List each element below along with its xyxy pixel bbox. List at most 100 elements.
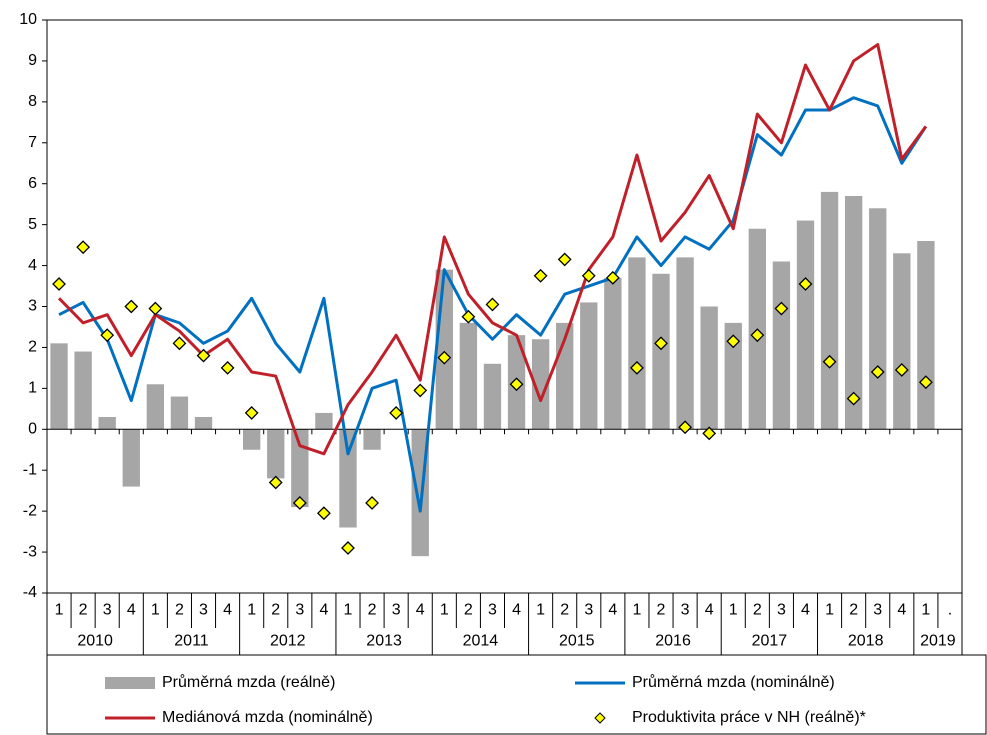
x-tick-label: 4 <box>608 602 617 619</box>
marker <box>124 299 139 314</box>
marker <box>389 405 404 420</box>
bar <box>363 429 381 450</box>
x-tick-label: 1 <box>247 602 256 619</box>
marker <box>557 252 572 267</box>
bar <box>531 339 550 430</box>
x-tick-label: 1 <box>55 602 64 619</box>
x-tick-label: 4 <box>512 602 521 619</box>
marker <box>292 496 307 510</box>
year-label: 2017 <box>752 633 788 650</box>
bar <box>580 302 598 430</box>
x-tick-label: 4 <box>319 602 328 619</box>
bar <box>844 195 863 430</box>
marker <box>654 336 668 351</box>
x-tick-label: 1 <box>729 602 738 619</box>
x-tick-label: 4 <box>705 602 714 619</box>
bar <box>869 208 887 430</box>
bar <box>724 322 742 430</box>
year-label: 2013 <box>366 633 402 650</box>
bar <box>483 363 502 430</box>
y-tick-label: 8 <box>28 93 37 110</box>
marker <box>509 377 524 392</box>
x-tick-label: 1 <box>344 602 353 619</box>
bar <box>267 429 285 479</box>
year-label: 2019 <box>920 633 956 650</box>
y-tick-label: 3 <box>28 298 37 315</box>
x-tick-label: 4 <box>801 602 810 619</box>
x-tick-label: 3 <box>488 602 497 619</box>
x-tick-label: 2 <box>79 602 88 619</box>
marker <box>413 383 428 398</box>
bar <box>772 261 791 430</box>
bar <box>74 351 92 430</box>
marker <box>172 336 187 351</box>
bar <box>652 273 670 430</box>
y-tick-label: 2 <box>28 339 37 356</box>
y-tick-label: 7 <box>28 134 37 151</box>
x-tick-label: 2 <box>464 602 473 619</box>
year-label: 2012 <box>270 633 306 650</box>
marker <box>533 268 548 283</box>
marker <box>702 426 717 441</box>
year-label: 2010 <box>77 633 113 650</box>
bar <box>315 412 333 430</box>
year-label: 2011 <box>174 633 209 650</box>
marker <box>52 277 66 291</box>
bar <box>604 277 622 430</box>
line <box>58 96 928 513</box>
marker <box>196 348 211 363</box>
marker <box>798 277 813 291</box>
y-tick-label: -2 <box>23 502 37 519</box>
marker <box>750 328 765 343</box>
y-tick-label: 6 <box>28 175 37 192</box>
x-tick-label: 4 <box>223 602 232 619</box>
bar <box>194 417 213 430</box>
marker <box>76 240 91 255</box>
y-tick-label: 9 <box>28 52 37 69</box>
bar <box>820 191 839 430</box>
marker <box>581 268 596 283</box>
legend-label: Produktivita práce v NH (reálně)* <box>632 709 866 726</box>
bar <box>98 417 116 430</box>
marker <box>220 360 235 375</box>
marker <box>100 328 115 343</box>
x-tick-label: 3 <box>295 602 304 619</box>
legend-label: Průměrná mzda (reálně) <box>162 673 335 691</box>
marker <box>894 363 909 377</box>
x-tick-label: 1 <box>632 602 641 619</box>
marker <box>918 375 933 390</box>
x-tick-label: 1 <box>536 602 545 619</box>
x-tick-label: 4 <box>127 602 136 619</box>
y-tick-label: 1 <box>28 380 37 397</box>
marker <box>316 506 331 521</box>
bar <box>796 220 815 430</box>
bar <box>893 253 911 430</box>
x-tick-label: 1 <box>825 602 834 619</box>
y-tick-label: 4 <box>28 257 37 274</box>
bar <box>122 429 140 487</box>
x-tick-label: 3 <box>199 602 208 619</box>
bar <box>339 429 357 528</box>
y-tick-label: 0 <box>28 421 37 438</box>
bar <box>676 257 694 430</box>
bar <box>628 257 646 430</box>
y-tick-label: 5 <box>28 216 37 233</box>
bar <box>146 384 165 430</box>
bar <box>917 241 935 430</box>
marker <box>605 270 620 285</box>
y-tick-label: -4 <box>23 584 37 601</box>
y-tick-label: 10 <box>19 11 37 28</box>
year-label: 2018 <box>848 633 884 650</box>
x-tick-label: 2 <box>271 602 280 619</box>
x-tick-label: 2 <box>657 602 666 619</box>
marker <box>726 334 741 349</box>
bar <box>700 306 718 430</box>
marker <box>244 405 259 420</box>
marker <box>485 297 500 312</box>
legend-label: Mediánová mzda (nominálně) <box>162 709 373 726</box>
x-tick-label: 3 <box>584 602 593 619</box>
bar <box>50 343 68 430</box>
legend-swatch <box>594 712 606 724</box>
y-tick-label: -3 <box>23 543 37 560</box>
